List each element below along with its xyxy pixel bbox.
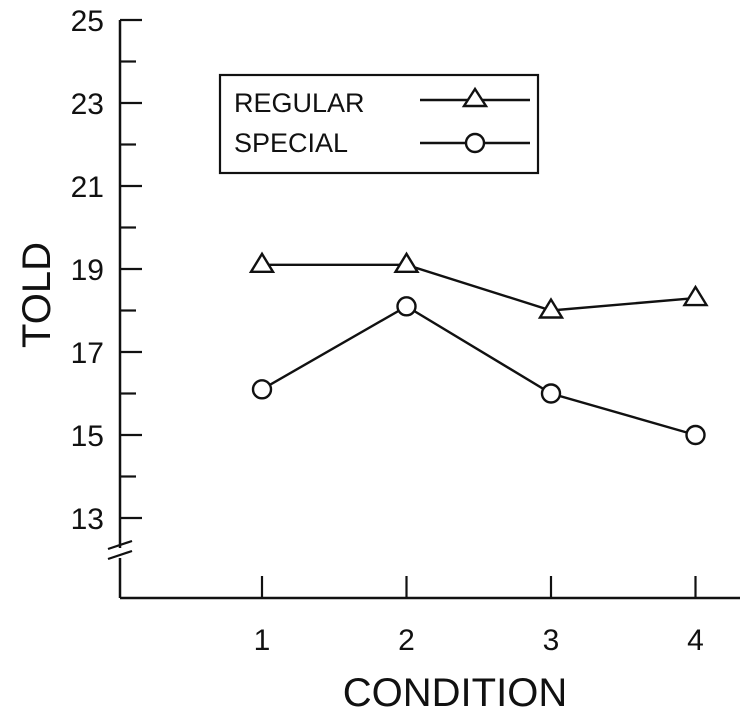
point-special-1 (251, 379, 273, 400)
legend-marker-circle (464, 132, 486, 154)
legend-marker-triangle (461, 86, 489, 108)
legend-label-regular: REGULAR (234, 88, 365, 118)
x-axis-title: CONDITION (343, 671, 567, 715)
axis-break-mark-1 (107, 539, 133, 551)
point-regular-2 (393, 251, 420, 274)
series-line-regular (262, 263, 696, 312)
y-tick-label: 25 (71, 5, 104, 38)
point-regular-4 (682, 284, 709, 307)
y-tick-label: 13 (71, 503, 104, 536)
y-tick-label: 17 (71, 337, 104, 370)
x-tick-label: 4 (687, 624, 704, 657)
y-tick-label: 19 (71, 254, 104, 287)
point-regular-1 (248, 251, 276, 274)
y-tick-label: 15 (71, 420, 104, 453)
point-special-3 (540, 383, 562, 404)
point-regular-3 (537, 297, 565, 319)
series-layer (248, 251, 709, 446)
series-line-special (261, 304, 696, 437)
y-axis-ticks: 13 15 17 19 21 23 25 (71, 5, 142, 536)
x-tick-label: 2 (398, 624, 415, 657)
point-special-4 (685, 424, 706, 446)
legend-box (218, 73, 540, 175)
axis-break-mark-2 (107, 549, 133, 561)
legend: REGULAR SPECIAL (218, 73, 540, 175)
legend-label-special: SPECIAL (234, 128, 348, 158)
y-tick-label: 23 (71, 88, 104, 121)
y-tick-label: 21 (71, 171, 104, 204)
x-axis-ticks: 1 2 3 4 (254, 576, 704, 657)
x-tick-label: 3 (543, 624, 560, 657)
y-axis-title: TOLD (15, 242, 59, 348)
x-tick-label: 1 (254, 624, 271, 657)
point-special-2 (396, 296, 417, 317)
